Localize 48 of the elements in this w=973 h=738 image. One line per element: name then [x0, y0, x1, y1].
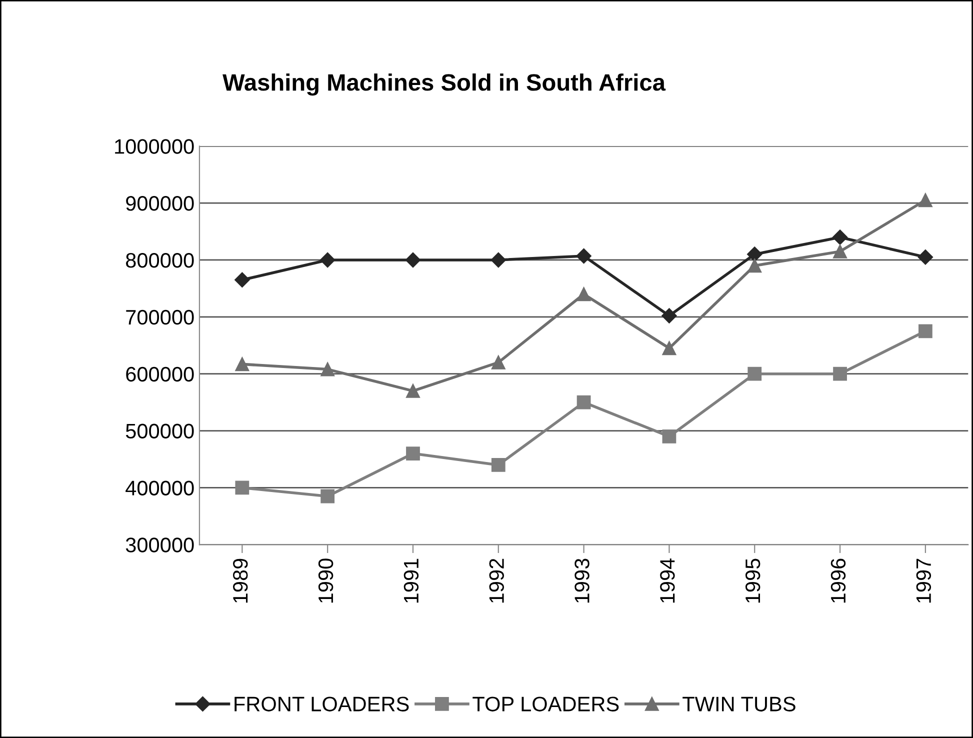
x-tick-label: 1989 [233, 558, 248, 603]
point [491, 458, 506, 472]
x-tick-label: 1994 [660, 558, 675, 603]
chart-title: Washing Machines Sold in South Africa [222, 73, 666, 96]
x-tick-label: 1995 [745, 558, 760, 603]
point [576, 287, 591, 302]
point [833, 244, 847, 258]
x-tick-label: 1996 [830, 558, 846, 603]
x-tick-label: 1993 [574, 558, 590, 603]
y-tick-label: 400000 [126, 480, 194, 496]
y-tick-label: 300000 [126, 538, 194, 552]
point [235, 480, 250, 495]
point [833, 366, 847, 381]
point [918, 324, 932, 338]
point [662, 308, 677, 324]
point [490, 252, 506, 268]
point [748, 258, 762, 273]
y-tick-label: 700000 [126, 310, 194, 325]
point [406, 384, 420, 398]
point [747, 246, 762, 262]
point [662, 341, 676, 356]
point [918, 250, 933, 265]
point [320, 489, 335, 504]
point [576, 395, 591, 410]
y-tick-label: 1000000 [115, 139, 194, 154]
point [234, 272, 250, 288]
legend-label: TWIN TUBS [682, 696, 796, 712]
point [576, 248, 592, 264]
point [748, 366, 762, 381]
x-tick-label: 1997 [916, 558, 932, 603]
point [662, 430, 676, 444]
x-tick-label: 1992 [489, 558, 504, 603]
point [320, 362, 335, 376]
point [918, 193, 932, 208]
point [491, 356, 506, 370]
x-tick-label: 1991 [404, 558, 419, 603]
y-tick-label: 600000 [126, 366, 194, 382]
point [405, 252, 421, 268]
legend-label: FRONT LOADERS [234, 696, 409, 712]
y-tick-label: 800000 [126, 252, 194, 268]
point [832, 230, 848, 245]
point [320, 252, 336, 268]
point [406, 446, 420, 460]
point [235, 357, 250, 372]
y-tick-label: 500000 [126, 424, 194, 439]
legend-label: TOP LOADERS [472, 696, 619, 712]
y-tick-label: 900000 [126, 196, 194, 211]
x-tick-label: 1990 [318, 558, 334, 603]
